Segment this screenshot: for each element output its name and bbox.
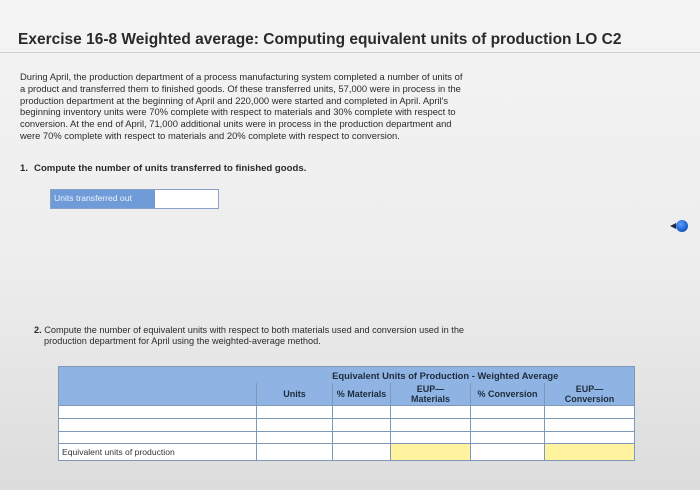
units-transferred-label: Units transferred out — [51, 190, 154, 208]
question-1: 1. Compute the number of units transferre… — [20, 163, 306, 174]
column-header-blank — [58, 383, 257, 406]
column-header-eup-materials: EUP— Materials — [390, 383, 471, 406]
question-2: 2. Compute the number of equivalent unit… — [34, 325, 464, 348]
total-row: Equivalent units of production — [58, 443, 636, 461]
spacer-cell — [390, 431, 471, 444]
page-title: Exercise 16-8 Weighted average: Computin… — [18, 31, 622, 48]
table-row — [58, 405, 636, 419]
problem-line: conversion. At the end of April, 71,000 … — [20, 118, 452, 130]
column-header-units: Units — [256, 383, 333, 406]
question-2-number: 2. — [34, 325, 42, 335]
question-1-text: Compute the number of units transferred … — [34, 163, 307, 174]
pct-materials-input[interactable] — [332, 405, 391, 419]
units-input[interactable] — [256, 405, 333, 419]
total-pct-materials-cell — [332, 443, 391, 461]
total-units-cell — [256, 443, 333, 461]
spacer-cell — [543, 431, 636, 444]
table-title: Equivalent Units of Production - Weighte… — [256, 366, 636, 383]
units-transferred-row: Units transferred out — [50, 189, 219, 209]
scroll-indicator-icon[interactable] — [670, 220, 688, 232]
pct-materials-input[interactable] — [332, 418, 391, 432]
table-row — [58, 431, 636, 444]
pct-conversion-input[interactable] — [470, 418, 545, 432]
problem-line: a product and transferred them to finish… — [20, 82, 461, 94]
problem-text: During April, the production department … — [20, 71, 520, 142]
question-2-line-2: production department for April using th… — [44, 336, 321, 347]
table-row — [58, 418, 636, 432]
question-1-number: 1. — [20, 163, 29, 174]
spacer-cell — [58, 431, 257, 444]
spacer-cell — [256, 431, 333, 444]
problem-line: beginning inventory units were 70% compl… — [20, 106, 456, 118]
problem-line: During April, the production department … — [20, 71, 463, 82]
problem-line: were 70% complete with respect to materi… — [20, 129, 400, 141]
eup-materials-input[interactable] — [390, 405, 471, 419]
problem-line: production department at the beginning o… — [20, 94, 449, 106]
units-input[interactable] — [256, 418, 333, 432]
row-label-input[interactable] — [58, 418, 257, 432]
pct-conversion-input[interactable] — [470, 405, 545, 419]
column-header-pct-materials: % Materials — [332, 383, 391, 406]
table-header-blank — [58, 366, 257, 383]
total-pct-conversion-cell — [470, 443, 545, 461]
row-label-input[interactable] — [58, 405, 257, 419]
eup-conversion-input[interactable] — [543, 405, 636, 419]
total-row-label: Equivalent units of production — [58, 443, 257, 461]
eup-conversion-input[interactable] — [543, 418, 636, 432]
column-header-pct-conversion: % Conversion — [470, 383, 545, 406]
column-header-eup-conversion: EUP— Conversion — [543, 383, 636, 406]
eup-table: Equivalent Units of Production - Weighte… — [58, 366, 636, 461]
total-eup-conversion-input[interactable] — [543, 443, 636, 461]
spacer-cell — [332, 431, 391, 444]
divider — [0, 52, 700, 53]
question-2-line-1: Compute the number of equivalent units w… — [44, 325, 465, 335]
spacer-cell — [470, 431, 545, 444]
total-eup-materials-input[interactable] — [390, 443, 471, 461]
eup-materials-input[interactable] — [390, 418, 471, 432]
units-transferred-input[interactable] — [154, 190, 218, 208]
